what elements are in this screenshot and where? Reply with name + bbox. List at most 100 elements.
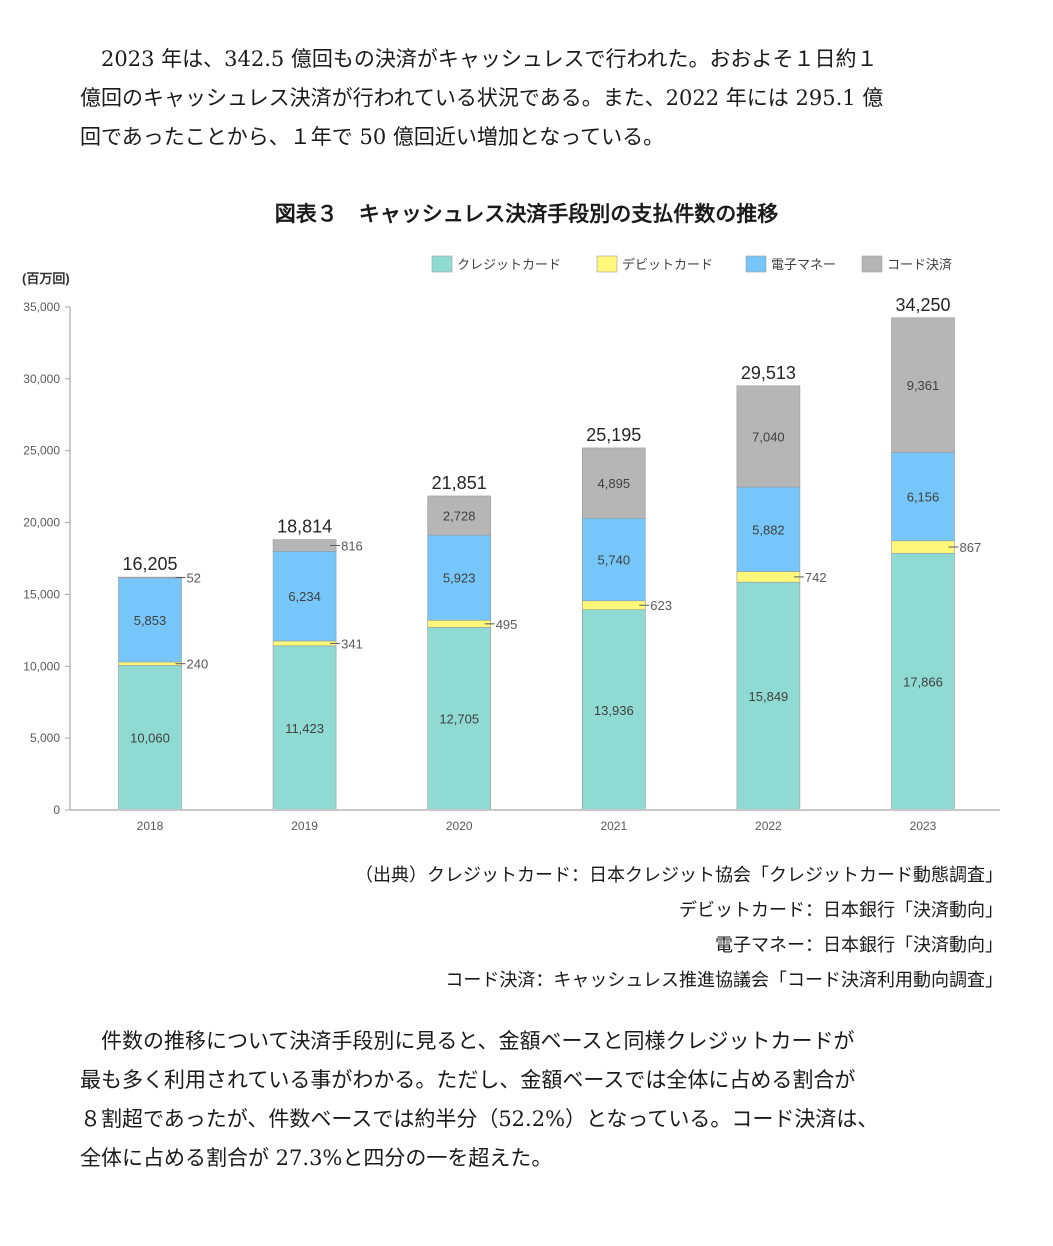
data-label: 341 bbox=[341, 636, 363, 651]
data-label: 2,728 bbox=[443, 509, 476, 524]
legend-swatch bbox=[745, 255, 767, 273]
stacked-bar-chart: クレジットカード デビットカード 電子マネー コード決済 (百万回) 0 5,000 10… bbox=[22, 255, 1000, 833]
y-tick-label: 5,000 bbox=[30, 731, 60, 745]
bar-segment bbox=[736, 581, 801, 811]
bar-segment bbox=[427, 534, 492, 621]
y-tick-label: 20,000 bbox=[23, 516, 60, 530]
data-label: 867 bbox=[960, 540, 982, 555]
data-label: 15,849 bbox=[749, 689, 789, 704]
total-label: 18,814 bbox=[277, 517, 332, 537]
data-label: 9,361 bbox=[907, 378, 940, 393]
x-axis: 2018 2019 2020 2021 2022 2023 bbox=[70, 809, 1000, 833]
intro-paragraph: 2023 年は、342.5 億回もの決済がキャッシュレスで行われた。おおよそ１日… bbox=[80, 40, 1020, 157]
legend-swatch bbox=[861, 255, 883, 273]
data-label: 623 bbox=[650, 598, 672, 613]
x-tick-label: 2023 bbox=[910, 819, 937, 833]
total-label: 29,513 bbox=[741, 363, 796, 383]
bar-segment bbox=[581, 447, 646, 519]
bar-group-2023: 17,866 867 6,156 9,361 34,250 bbox=[891, 295, 982, 811]
bar-group-2022: 15,849 742 5,882 7,040 29,513 bbox=[736, 363, 827, 811]
bars: 10,0602405,8535216,20511,4233416,2348161… bbox=[118, 295, 982, 811]
total-label: 21,851 bbox=[432, 473, 487, 493]
bar-group-2019: 11,423 341 6,234 816 18,814 bbox=[272, 517, 363, 811]
bar-segment bbox=[891, 452, 955, 542]
y-tick-label: 15,000 bbox=[23, 587, 60, 601]
total-label: 25,195 bbox=[586, 425, 641, 445]
figure-title: 図表３ キャッシュレス決済手段別の支払件数の推移 bbox=[274, 201, 779, 226]
data-label: 4,895 bbox=[598, 476, 631, 491]
legend-label: コード決済 bbox=[887, 257, 952, 272]
source-notes: （出典）クレジットカード：日本クレジット協会「クレジットカード動態調査」 デビッ… bbox=[355, 858, 1003, 998]
bar-segment bbox=[891, 552, 955, 811]
y-tick-label: 30,000 bbox=[23, 372, 60, 386]
bar-segment bbox=[736, 571, 801, 583]
legend-label: 電子マネー bbox=[771, 257, 836, 272]
data-label: 5,853 bbox=[134, 613, 167, 628]
y-tick-label: 35,000 bbox=[23, 300, 60, 314]
bar-segment bbox=[272, 539, 337, 552]
bar-segment bbox=[427, 627, 492, 811]
data-label: 495 bbox=[496, 617, 518, 632]
bar-segment bbox=[581, 600, 646, 611]
bar-segment bbox=[118, 576, 182, 579]
data-label: 240 bbox=[187, 657, 209, 672]
data-label: 5,882 bbox=[752, 522, 785, 537]
source-line: 電子マネー：日本銀行「決済動向」 bbox=[715, 935, 1003, 956]
bar-group-2018: 10,060 240 5,853 52 16,205 bbox=[118, 554, 209, 811]
legend-swatch bbox=[596, 255, 618, 273]
closing-paragraph: 件数の推移について決済手段別に見ると、金額ベースと同様クレジットカードが 最も多… bbox=[80, 1022, 1020, 1178]
legend-label: デビットカード bbox=[622, 257, 713, 272]
x-tick-label: 2020 bbox=[446, 819, 473, 833]
y-tick-label: 10,000 bbox=[23, 659, 60, 673]
data-label: 6,156 bbox=[907, 490, 940, 505]
closing-line: ８割超であったが、件数ベースでは約半分（52.2%）となっている。コード決済は、 bbox=[80, 1107, 879, 1131]
bar-segment bbox=[427, 495, 492, 536]
data-label: 52 bbox=[187, 570, 201, 585]
y-tick-label: 25,000 bbox=[23, 444, 60, 458]
bar-group-2020: 12,705 495 5,923 2,728 21,851 bbox=[427, 473, 518, 811]
bar-segment bbox=[581, 517, 646, 602]
y-axis: 0 5,000 10,000 15,000 20,000 25,000 30,000 35,0… bbox=[23, 300, 71, 817]
closing-line: 件数の推移について決済手段別に見ると、金額ベースと同様クレジットカードが bbox=[80, 1029, 855, 1053]
bar-segment bbox=[118, 665, 182, 811]
y-tick-label: 0 bbox=[53, 803, 60, 817]
legend-swatch bbox=[431, 255, 453, 273]
bar-segment bbox=[272, 640, 337, 647]
data-label: 5,740 bbox=[598, 553, 631, 568]
data-label: 6,234 bbox=[288, 589, 321, 604]
bar-group-2021: 13,936 623 5,740 4,895 25,195 bbox=[581, 425, 672, 811]
total-label: 16,205 bbox=[122, 554, 177, 574]
bar-segment bbox=[272, 645, 337, 811]
closing-line: 最も多く利用されている事がわかる。ただし、金額ベースでは全体に占める割合が bbox=[80, 1068, 856, 1092]
bar-segment bbox=[891, 317, 955, 453]
x-tick-label: 2018 bbox=[137, 819, 164, 833]
bar-segment bbox=[581, 609, 646, 811]
source-line: コード決済：キャッシュレス推進協議会「コード決済利用動向調査」 bbox=[445, 970, 1003, 991]
x-tick-label: 2019 bbox=[291, 819, 318, 833]
bar-segment bbox=[736, 486, 801, 572]
data-label: 17,866 bbox=[903, 675, 943, 690]
source-line: デビットカード：日本銀行「決済動向」 bbox=[679, 900, 1003, 921]
intro-line: 2023 年は、342.5 億回もの決済がキャッシュレスで行われた。おおよそ１日… bbox=[80, 47, 878, 71]
data-label: 7,040 bbox=[752, 429, 785, 444]
legend-label: クレジットカード bbox=[457, 257, 561, 272]
data-label: 5,923 bbox=[443, 571, 476, 586]
total-label: 34,250 bbox=[895, 295, 950, 315]
data-label: 10,060 bbox=[130, 731, 170, 746]
bar-segment bbox=[736, 385, 801, 488]
intro-line: 億回のキャッシュレス決済が行われている状況である。また、2022 年には 295… bbox=[80, 86, 884, 110]
data-label: 11,423 bbox=[285, 721, 324, 736]
y-axis-label: (百万回) bbox=[22, 271, 70, 286]
x-tick-label: 2021 bbox=[600, 819, 627, 833]
data-label: 13,936 bbox=[594, 703, 634, 718]
data-label: 742 bbox=[805, 570, 827, 585]
intro-line: 回であったことから、１年で 50 億回近い増加となっている。 bbox=[80, 125, 665, 149]
source-line: （出典）クレジットカード：日本クレジット協会「クレジットカード動態調査」 bbox=[355, 865, 1003, 886]
bar-segment bbox=[891, 540, 955, 554]
bar-segment bbox=[118, 661, 182, 666]
data-label: 816 bbox=[341, 538, 363, 553]
data-label: 12,705 bbox=[439, 712, 479, 727]
closing-line: 全体に占める割合が 27.3%と四分の一を超えた。 bbox=[80, 1146, 553, 1170]
x-tick-label: 2022 bbox=[755, 819, 782, 833]
bar-segment bbox=[427, 619, 492, 628]
